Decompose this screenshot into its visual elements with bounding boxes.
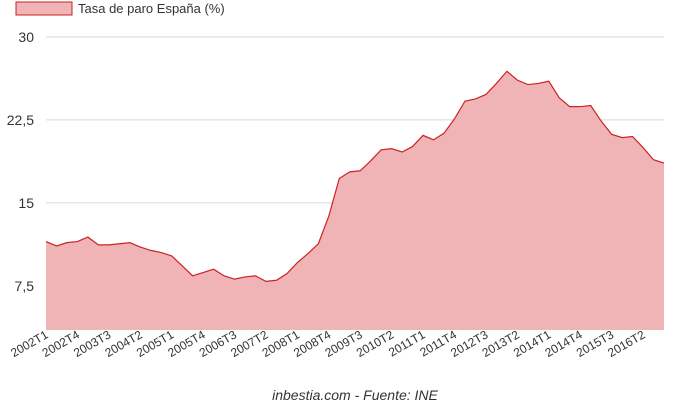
data-point[interactable] — [546, 78, 552, 84]
data-point[interactable] — [43, 239, 49, 245]
data-point[interactable] — [127, 240, 133, 246]
data-point[interactable] — [420, 132, 426, 138]
y-tick-label: 30 — [18, 29, 34, 45]
data-point[interactable] — [169, 253, 175, 259]
data-point[interactable] — [378, 147, 384, 153]
data-point[interactable] — [630, 134, 636, 140]
data-point[interactable] — [273, 277, 279, 283]
data-point[interactable] — [389, 146, 395, 152]
y-tick-label: 7,5 — [15, 278, 35, 294]
data-point[interactable] — [535, 80, 541, 86]
chart-credit: inbestia.com - Fuente: INE — [272, 387, 438, 403]
data-point[interactable] — [221, 273, 227, 279]
data-point[interactable] — [336, 176, 342, 182]
data-point[interactable] — [493, 80, 499, 86]
data-point[interactable] — [305, 251, 311, 257]
data-point[interactable] — [158, 250, 164, 256]
data-point[interactable] — [661, 160, 667, 166]
series-area — [46, 71, 664, 330]
data-point[interactable] — [609, 131, 615, 137]
data-point[interactable] — [315, 241, 321, 247]
data-point[interactable] — [588, 103, 594, 109]
data-point[interactable] — [326, 213, 332, 219]
data-point[interactable] — [567, 104, 573, 110]
data-point[interactable] — [252, 273, 258, 279]
data-point[interactable] — [137, 244, 143, 250]
y-tick-label: 22,5 — [7, 112, 34, 128]
data-point[interactable] — [472, 96, 478, 102]
data-point[interactable] — [452, 116, 458, 122]
data-point[interactable] — [651, 157, 657, 163]
data-point[interactable] — [179, 263, 185, 269]
x-axis: 2002T12002T42003T32004T22005T12005T42006… — [8, 327, 648, 360]
data-point[interactable] — [640, 145, 646, 151]
data-point[interactable] — [410, 143, 416, 149]
y-tick-label: 15 — [18, 195, 34, 211]
data-point[interactable] — [232, 276, 238, 282]
plot-area — [43, 68, 667, 330]
data-point[interactable] — [242, 274, 248, 280]
data-point[interactable] — [347, 169, 353, 175]
data-point[interactable] — [514, 77, 520, 83]
y-axis: 7,5 15 22,5 30 — [7, 29, 34, 294]
series-line — [45, 70, 665, 282]
legend-label: Tasa de paro España (%) — [78, 1, 225, 16]
data-point[interactable] — [556, 95, 562, 101]
data-point[interactable] — [431, 137, 437, 143]
data-point[interactable] — [64, 240, 70, 246]
data-point[interactable] — [368, 158, 374, 164]
data-point[interactable] — [483, 91, 489, 97]
legend[interactable]: Tasa de paro España (%) — [15, 1, 225, 16]
data-point[interactable] — [263, 278, 269, 284]
data-point[interactable] — [190, 273, 196, 279]
data-point[interactable] — [95, 242, 101, 248]
data-point[interactable] — [598, 118, 604, 124]
legend-swatch — [15, 1, 73, 16]
data-point[interactable] — [525, 82, 531, 88]
data-point[interactable] — [116, 241, 122, 247]
data-point[interactable] — [294, 260, 300, 266]
data-point[interactable] — [200, 270, 206, 276]
data-point[interactable] — [211, 266, 217, 272]
data-point[interactable] — [85, 234, 91, 240]
data-point[interactable] — [441, 130, 447, 136]
data-point[interactable] — [504, 68, 510, 74]
data-point[interactable] — [619, 135, 625, 141]
data-point[interactable] — [357, 168, 363, 174]
data-point[interactable] — [148, 247, 154, 253]
data-point[interactable] — [53, 243, 59, 249]
data-point[interactable] — [74, 239, 80, 245]
data-point[interactable] — [284, 271, 290, 277]
data-point[interactable] — [577, 104, 583, 110]
data-point[interactable] — [106, 242, 112, 248]
data-point[interactable] — [462, 98, 468, 104]
data-point[interactable] — [399, 149, 405, 155]
